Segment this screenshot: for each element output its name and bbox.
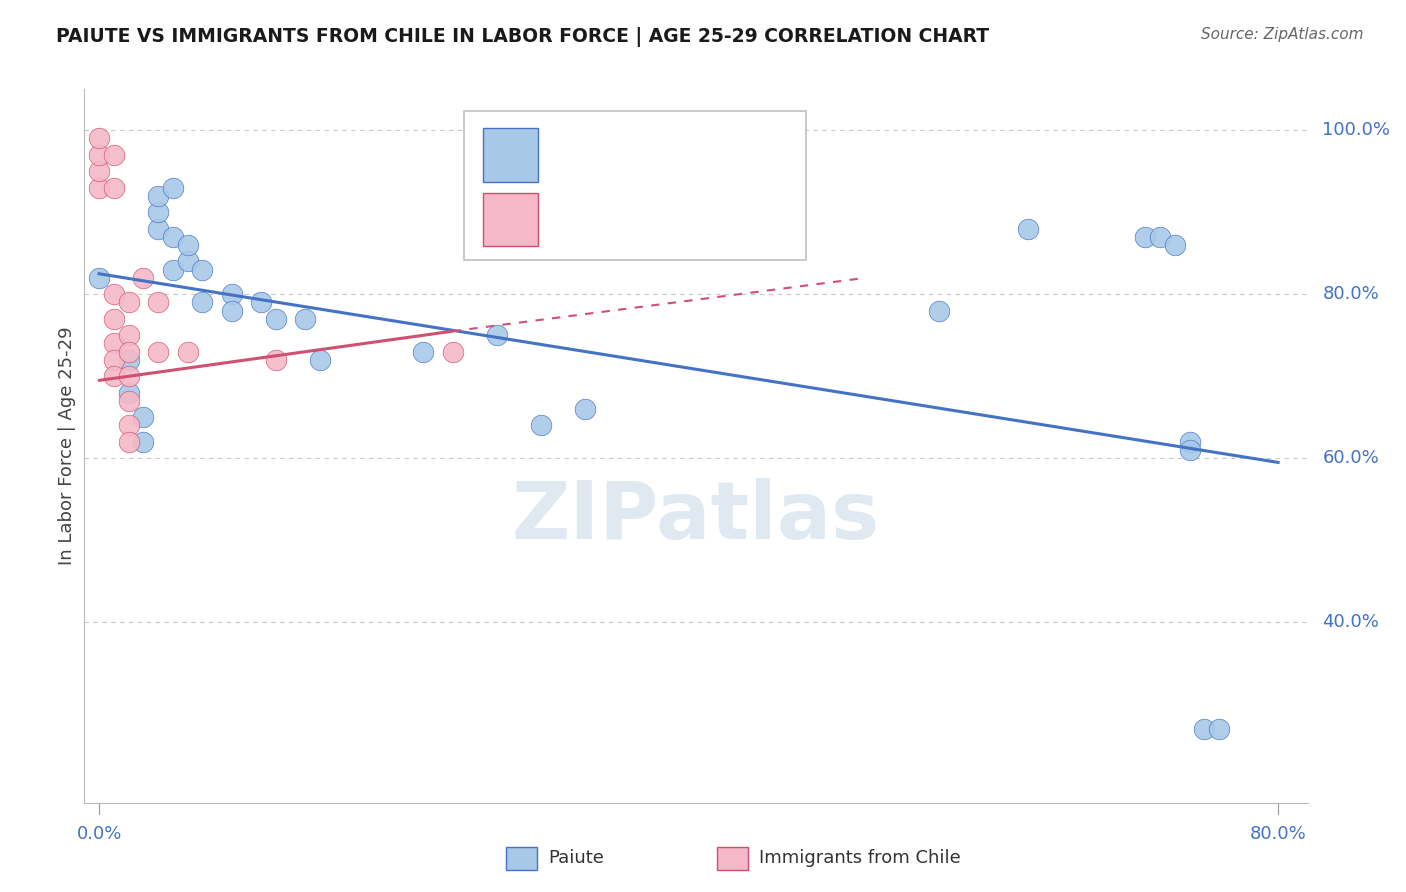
- Point: [191, 262, 214, 277]
- Point: [221, 303, 243, 318]
- Point: [1208, 722, 1230, 736]
- Text: 100.0%: 100.0%: [1322, 121, 1391, 139]
- Point: [191, 295, 214, 310]
- Point: [117, 295, 139, 310]
- Point: [176, 344, 198, 359]
- Point: [117, 328, 139, 343]
- Point: [221, 287, 243, 301]
- Point: [162, 180, 184, 194]
- Text: 40.0%: 40.0%: [1322, 614, 1379, 632]
- Point: [309, 352, 332, 367]
- Point: [928, 303, 950, 318]
- Point: [117, 393, 139, 408]
- Point: [132, 410, 155, 425]
- Point: [117, 369, 139, 384]
- Text: 0.0%: 0.0%: [76, 825, 122, 843]
- Text: 80.0%: 80.0%: [1322, 285, 1379, 303]
- Point: [87, 270, 110, 285]
- Point: [264, 311, 287, 326]
- Text: ZIPatlas: ZIPatlas: [512, 478, 880, 557]
- Y-axis label: In Labor Force | Age 25-29: In Labor Force | Age 25-29: [58, 326, 76, 566]
- Point: [103, 369, 125, 384]
- Point: [176, 238, 198, 252]
- Point: [87, 180, 110, 194]
- Point: [117, 385, 139, 400]
- Text: Paiute: Paiute: [548, 849, 605, 867]
- Point: [1017, 221, 1039, 235]
- Point: [1135, 230, 1157, 244]
- Point: [1178, 434, 1201, 449]
- Text: Source: ZipAtlas.com: Source: ZipAtlas.com: [1201, 27, 1364, 42]
- Point: [117, 344, 139, 359]
- Point: [441, 344, 464, 359]
- FancyBboxPatch shape: [484, 128, 538, 182]
- Point: [176, 254, 198, 268]
- Point: [132, 270, 155, 285]
- Text: Immigrants from Chile: Immigrants from Chile: [759, 849, 960, 867]
- Point: [162, 230, 184, 244]
- Point: [117, 352, 139, 367]
- Text: N =: N =: [689, 211, 747, 231]
- Point: [103, 148, 125, 162]
- Text: R =: R =: [560, 211, 603, 231]
- Point: [117, 434, 139, 449]
- Point: [264, 352, 287, 367]
- Point: [146, 344, 169, 359]
- Point: [146, 221, 169, 235]
- Point: [103, 311, 125, 326]
- Point: [103, 180, 125, 194]
- Text: 60.0%: 60.0%: [1322, 450, 1379, 467]
- Point: [87, 148, 110, 162]
- Point: [485, 328, 508, 343]
- Point: [1149, 230, 1171, 244]
- Point: [103, 336, 125, 351]
- Text: 24: 24: [758, 211, 785, 231]
- Point: [530, 418, 553, 433]
- Point: [162, 262, 184, 277]
- Point: [146, 295, 169, 310]
- FancyBboxPatch shape: [464, 111, 806, 260]
- Point: [103, 287, 125, 301]
- Point: [294, 311, 316, 326]
- Text: 80.0%: 80.0%: [1250, 825, 1306, 843]
- Point: [1194, 722, 1216, 736]
- Text: R =: R =: [560, 147, 603, 167]
- Text: PAIUTE VS IMMIGRANTS FROM CHILE IN LABOR FORCE | AGE 25-29 CORRELATION CHART: PAIUTE VS IMMIGRANTS FROM CHILE IN LABOR…: [56, 27, 990, 46]
- Point: [412, 344, 434, 359]
- Point: [574, 402, 596, 417]
- Point: [707, 238, 730, 252]
- Point: [87, 164, 110, 178]
- Text: 0.228: 0.228: [609, 211, 679, 231]
- Point: [1164, 238, 1187, 252]
- Text: N =: N =: [689, 147, 747, 167]
- Point: [1178, 443, 1201, 458]
- Point: [103, 352, 125, 367]
- Text: 34: 34: [758, 147, 785, 167]
- Point: [117, 418, 139, 433]
- FancyBboxPatch shape: [484, 193, 538, 246]
- Point: [146, 205, 169, 219]
- Text: -0.240: -0.240: [609, 147, 675, 167]
- Point: [250, 295, 273, 310]
- Point: [87, 131, 110, 145]
- Point: [146, 189, 169, 203]
- Point: [132, 434, 155, 449]
